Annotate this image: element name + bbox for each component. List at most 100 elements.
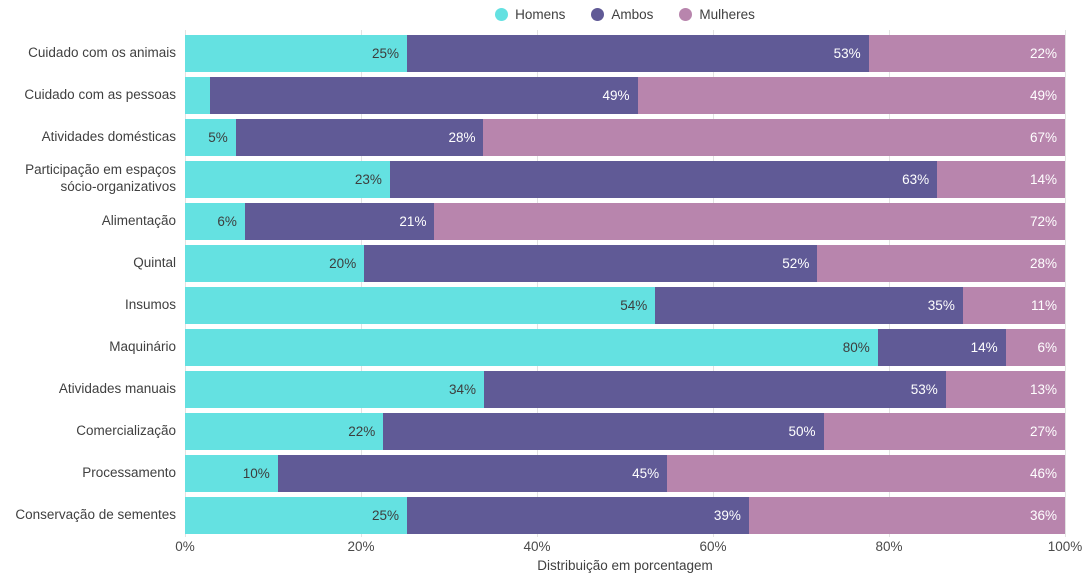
chart-row: Comercialização 22% 50% 27% xyxy=(0,410,1090,452)
value-label: 6% xyxy=(1037,339,1057,355)
chart-row: Participação em espaços sócio-organizati… xyxy=(0,158,1090,200)
legend-item-mulheres[interactable]: Mulheres xyxy=(679,7,755,22)
bar-segment-homens[interactable]: 10% xyxy=(185,454,278,492)
bar-segment-ambos[interactable]: 21% xyxy=(244,202,435,240)
bar-segment-ambos[interactable]: 28% xyxy=(235,118,484,156)
value-label: 28% xyxy=(448,129,476,145)
bar-segment-mulheres[interactable]: 28% xyxy=(817,244,1066,282)
bar-segment-homens[interactable]: 25% xyxy=(185,496,407,534)
value-label: 23% xyxy=(354,171,382,187)
legend-label: Homens xyxy=(515,6,566,22)
bar-segment-homens[interactable]: 25% xyxy=(185,34,407,72)
bar-segment-ambos[interactable]: 49% xyxy=(210,76,638,114)
bar-segment-mulheres[interactable]: 14% xyxy=(937,160,1065,198)
bar-segment-mulheres[interactable]: 13% xyxy=(945,370,1066,408)
value-label: 10% xyxy=(242,465,270,481)
legend-label: Mulheres xyxy=(699,6,755,22)
value-label: 53% xyxy=(910,381,938,397)
value-label: 22% xyxy=(348,423,376,439)
bar-segment-homens[interactable]: 34% xyxy=(185,370,485,408)
category-label: Conservação de sementes xyxy=(15,506,176,522)
value-label: 21% xyxy=(399,213,427,229)
bar-segment-homens[interactable]: 23% xyxy=(185,160,390,198)
bar-segment-mulheres[interactable]: 27% xyxy=(823,412,1065,450)
bar-segment-ambos[interactable]: 52% xyxy=(364,244,818,282)
value-label: 13% xyxy=(1029,381,1058,397)
value-label: 34% xyxy=(449,381,477,397)
chart-row: Cuidado com os animais 25% 53% 22% xyxy=(0,32,1090,74)
bar-segment-mulheres[interactable]: 72% xyxy=(434,202,1065,240)
value-label: 14% xyxy=(1029,171,1057,187)
bar-segment-ambos[interactable]: 45% xyxy=(277,454,668,492)
x-tick-label: 0% xyxy=(175,539,195,554)
value-label: 53% xyxy=(833,45,861,61)
value-label: 49% xyxy=(1029,87,1057,103)
chart-legend: Homens Ambos Mulheres xyxy=(185,2,1065,26)
bar-segment-ambos[interactable]: 50% xyxy=(383,412,824,450)
legend-item-homens[interactable]: Homens xyxy=(495,7,565,22)
bar-segment-homens[interactable] xyxy=(185,76,211,114)
bar-segment-ambos[interactable]: 39% xyxy=(407,496,749,534)
value-label: 54% xyxy=(620,297,648,313)
bar-segment-mulheres[interactable]: 49% xyxy=(637,76,1065,114)
value-label: 28% xyxy=(1029,255,1058,271)
bar-segment-mulheres[interactable]: 36% xyxy=(748,496,1065,534)
bar-segment-mulheres[interactable]: 6% xyxy=(1005,328,1065,366)
bar-track: 23% 63% 14% xyxy=(185,160,1065,198)
bar-segment-homens[interactable]: 5% xyxy=(185,118,236,156)
value-label: 63% xyxy=(902,171,930,187)
category-label: Comercialização xyxy=(76,422,176,438)
chart-row: Quintal 20% 52% 28% xyxy=(0,242,1090,284)
bar-track: 34% 53% 13% xyxy=(185,370,1066,408)
legend-item-ambos[interactable]: Ambos xyxy=(591,7,653,22)
bar-segment-ambos[interactable]: 63% xyxy=(389,160,938,198)
value-label: 35% xyxy=(927,297,955,313)
bar-track: 10% 45% 46% xyxy=(185,454,1065,492)
bar-segment-ambos[interactable]: 53% xyxy=(484,370,946,408)
bar-segment-ambos[interactable]: 14% xyxy=(877,328,1006,366)
bar-segment-mulheres[interactable]: 46% xyxy=(667,454,1065,492)
value-label: 52% xyxy=(782,255,810,271)
value-label: 36% xyxy=(1029,507,1057,523)
value-label: 27% xyxy=(1029,423,1057,439)
value-label: 6% xyxy=(217,213,237,229)
bar-segment-mulheres[interactable]: 11% xyxy=(962,286,1065,324)
bar-segment-homens[interactable]: 80% xyxy=(185,328,878,366)
value-label: 25% xyxy=(371,507,399,523)
category-label: Participação em espaços sócio-organizati… xyxy=(25,162,176,194)
bar-segment-homens[interactable]: 6% xyxy=(185,202,245,240)
chart-row: Cuidado com as pessoas 49% 49% xyxy=(0,74,1090,116)
chart-row: Insumos 54% 35% 11% xyxy=(0,284,1090,326)
category-label: Processamento xyxy=(82,464,176,480)
value-label: 14% xyxy=(970,339,998,355)
value-label: 5% xyxy=(208,129,228,145)
bar-segment-ambos[interactable]: 35% xyxy=(655,286,963,324)
x-tick-label: 40% xyxy=(523,539,551,554)
value-label: 50% xyxy=(788,423,816,439)
bar-track: 80% 14% 6% xyxy=(185,328,1065,366)
chart-row: Processamento 10% 45% 46% xyxy=(0,452,1090,494)
chart-row: Conservação de sementes 25% 39% 36% xyxy=(0,494,1090,536)
x-tick-label: 60% xyxy=(699,539,727,554)
bar-segment-ambos[interactable]: 53% xyxy=(407,34,869,72)
value-label: 39% xyxy=(713,507,741,523)
bar-segment-homens[interactable]: 22% xyxy=(185,412,384,450)
value-label: 72% xyxy=(1029,213,1057,229)
bar-track: 20% 52% 28% xyxy=(185,244,1066,282)
category-label: Insumos xyxy=(124,296,176,312)
legend-swatch-icon xyxy=(679,7,693,21)
category-label: Alimentação xyxy=(101,212,176,228)
value-label: 49% xyxy=(602,87,630,103)
bar-segment-homens[interactable]: 54% xyxy=(185,286,656,324)
value-label: 80% xyxy=(842,339,870,355)
legend-swatch-icon xyxy=(591,7,605,21)
value-label: 25% xyxy=(371,45,399,61)
bar-track: 6% 21% 72% xyxy=(185,202,1065,240)
bar-track: 22% 50% 27% xyxy=(185,412,1065,450)
bar-segment-mulheres[interactable]: 22% xyxy=(868,34,1065,72)
category-label: Atividades domésticas xyxy=(41,128,176,144)
bar-segment-mulheres[interactable]: 67% xyxy=(483,118,1065,156)
x-tick-label: 100% xyxy=(1047,539,1083,554)
bar-segment-homens[interactable]: 20% xyxy=(185,244,365,282)
